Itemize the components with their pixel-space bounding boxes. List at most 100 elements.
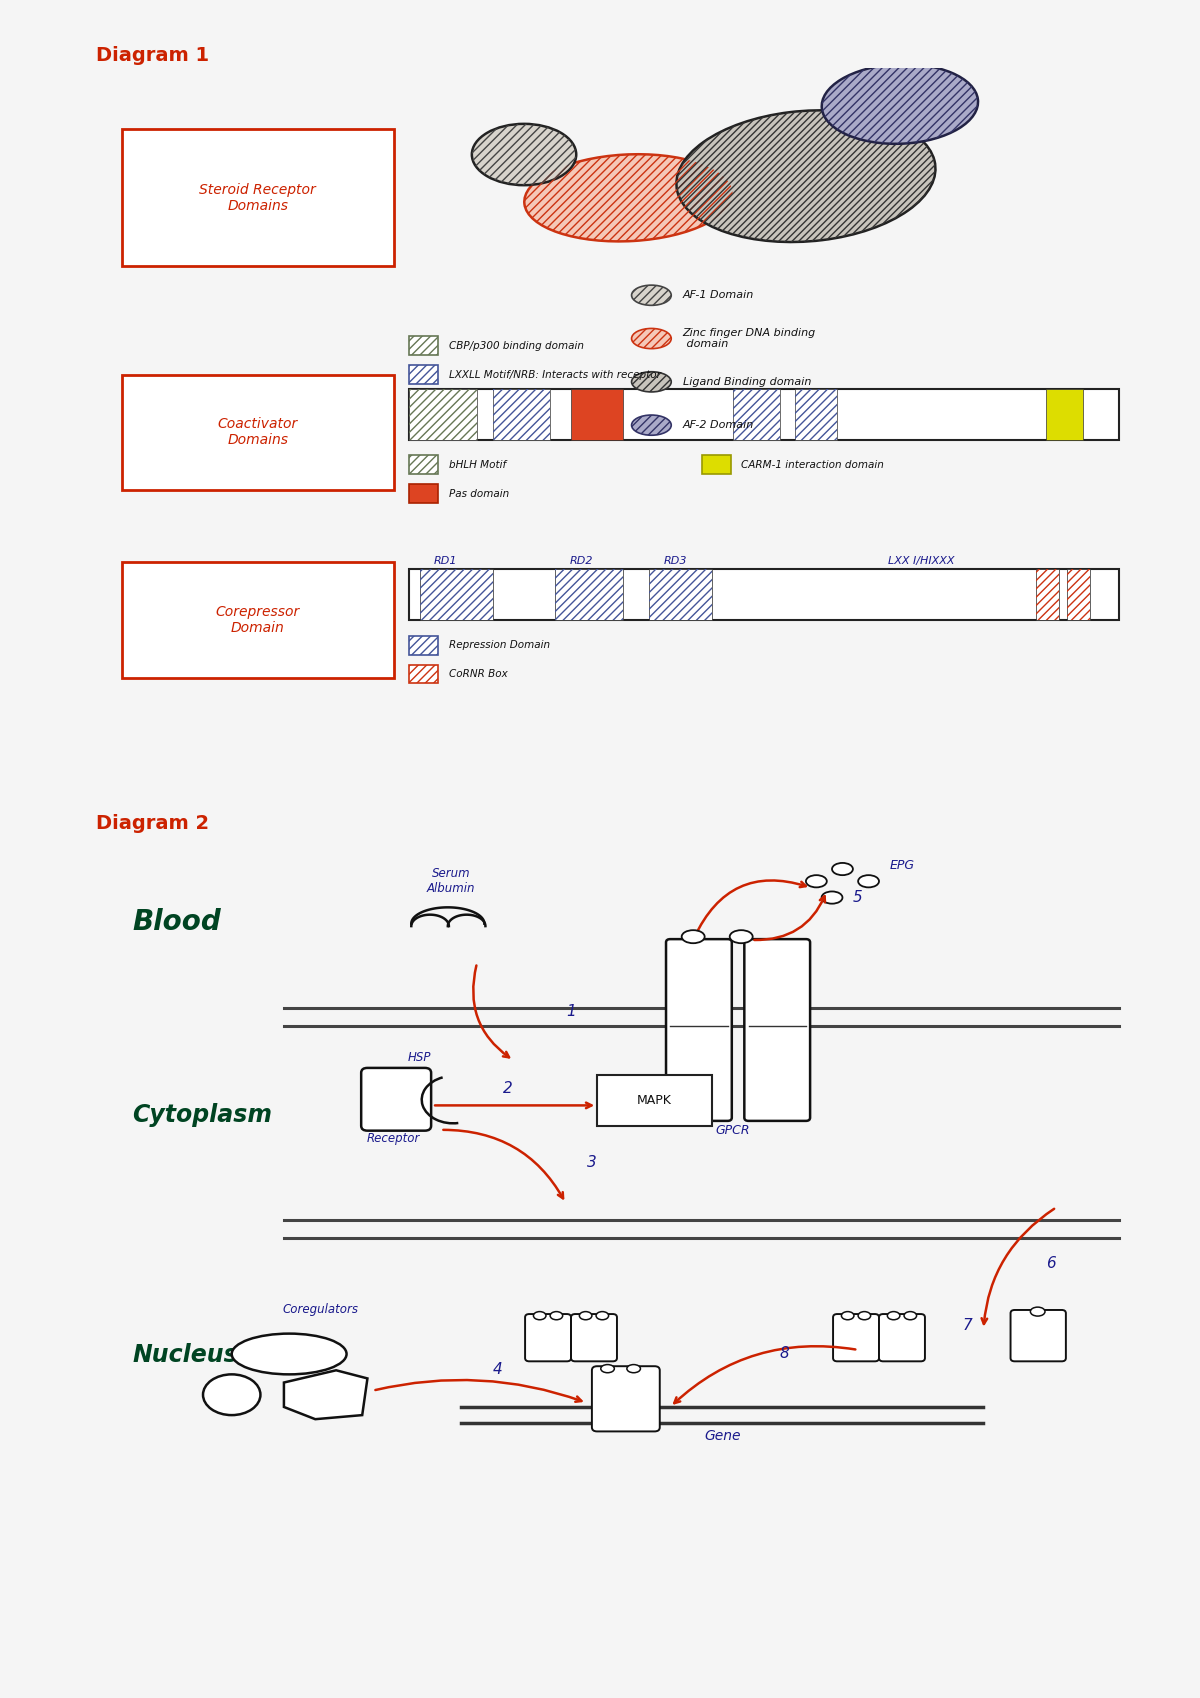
Bar [409, 455, 438, 474]
Text: LXX I/HIXXX: LXX I/HIXXX [888, 555, 954, 565]
Bar [409, 389, 478, 440]
Bar [409, 635, 438, 655]
Bar [409, 664, 438, 684]
Bar [409, 365, 438, 384]
Text: Coregulators: Coregulators [282, 1304, 359, 1316]
Ellipse shape [858, 874, 880, 888]
Text: Repression Domain: Repression Domain [449, 640, 550, 650]
Text: RD3: RD3 [664, 555, 688, 565]
Bar [649, 569, 712, 620]
Ellipse shape [832, 863, 853, 874]
Text: 5: 5 [853, 890, 863, 905]
FancyBboxPatch shape [598, 1075, 712, 1126]
Bar [702, 455, 731, 474]
Ellipse shape [596, 1311, 608, 1319]
FancyBboxPatch shape [122, 562, 394, 678]
Ellipse shape [472, 124, 576, 185]
Ellipse shape [232, 1333, 347, 1374]
Bar [409, 455, 438, 474]
Bar [556, 569, 623, 620]
FancyBboxPatch shape [361, 1068, 431, 1131]
Bar [1036, 569, 1058, 620]
Bar [409, 336, 438, 355]
Ellipse shape [730, 931, 752, 942]
Text: Ligand Binding domain: Ligand Binding domain [683, 377, 811, 387]
Text: Diagram 2: Diagram 2 [96, 813, 209, 832]
FancyBboxPatch shape [744, 939, 810, 1121]
Text: Corepressor
Domain: Corepressor Domain [216, 604, 300, 635]
Bar [733, 389, 780, 440]
Ellipse shape [887, 1311, 900, 1319]
Ellipse shape [631, 285, 671, 306]
Text: 3: 3 [587, 1155, 596, 1170]
Text: 6: 6 [1046, 1257, 1056, 1272]
Text: AF-1 Domain: AF-1 Domain [683, 290, 754, 301]
Ellipse shape [858, 1311, 871, 1319]
Text: Gene: Gene [704, 1428, 740, 1443]
Text: CARM-1 interaction domain: CARM-1 interaction domain [742, 460, 884, 470]
Text: Pas domain: Pas domain [449, 489, 509, 499]
Ellipse shape [631, 328, 671, 348]
Ellipse shape [550, 1311, 563, 1319]
Ellipse shape [631, 372, 671, 392]
Ellipse shape [601, 1365, 614, 1372]
Ellipse shape [806, 874, 827, 888]
Bar [556, 569, 623, 620]
Text: Blood: Blood [132, 908, 221, 936]
Ellipse shape [626, 1365, 641, 1372]
Text: Nucleus: Nucleus [132, 1343, 239, 1367]
Ellipse shape [631, 414, 671, 435]
Text: LXXLL Motif/NRB: Interacts with receptor: LXXLL Motif/NRB: Interacts with receptor [449, 370, 661, 380]
Text: Serum
Albumin: Serum Albumin [427, 868, 475, 895]
Ellipse shape [822, 65, 978, 144]
Text: 8: 8 [780, 1347, 790, 1362]
Ellipse shape [203, 1374, 260, 1414]
Text: Steroid Receptor
Domains: Steroid Receptor Domains [199, 183, 316, 212]
Bar [493, 389, 550, 440]
Bar [1067, 569, 1090, 620]
Bar [420, 569, 493, 620]
FancyBboxPatch shape [122, 129, 394, 267]
FancyBboxPatch shape [1010, 1309, 1066, 1362]
Text: RD2: RD2 [570, 555, 593, 565]
Text: AF-2 Domain: AF-2 Domain [683, 419, 754, 430]
Bar [409, 484, 438, 503]
Bar [409, 336, 438, 355]
Ellipse shape [822, 891, 842, 903]
Ellipse shape [524, 155, 732, 241]
Bar [409, 635, 438, 655]
FancyBboxPatch shape [122, 375, 394, 491]
Bar [493, 389, 550, 440]
Bar [1046, 389, 1082, 440]
Bar [571, 389, 623, 440]
Polygon shape [284, 1370, 367, 1420]
Bar [796, 389, 838, 440]
Bar [409, 365, 438, 384]
Text: Zinc finger DNA binding
 domain: Zinc finger DNA binding domain [683, 328, 816, 350]
Ellipse shape [580, 1311, 592, 1319]
Bar [409, 569, 1120, 620]
Bar [733, 389, 780, 440]
Text: Cytoplasm: Cytoplasm [132, 1102, 272, 1127]
Bar [409, 664, 438, 684]
Text: 7: 7 [962, 1318, 972, 1333]
Text: 4: 4 [493, 1362, 503, 1377]
Text: Receptor: Receptor [367, 1133, 420, 1144]
Text: EPG: EPG [889, 859, 914, 873]
FancyBboxPatch shape [592, 1367, 660, 1431]
FancyBboxPatch shape [666, 939, 732, 1121]
FancyBboxPatch shape [526, 1314, 571, 1362]
Bar [420, 569, 493, 620]
Text: HSP: HSP [408, 1051, 431, 1063]
Bar [649, 569, 712, 620]
Ellipse shape [841, 1311, 854, 1319]
Text: Diagram 1: Diagram 1 [96, 46, 209, 65]
Text: CBP/p300 binding domain: CBP/p300 binding domain [449, 341, 584, 351]
FancyBboxPatch shape [878, 1314, 925, 1362]
Ellipse shape [534, 1311, 546, 1319]
Bar [409, 389, 1120, 440]
FancyBboxPatch shape [571, 1314, 617, 1362]
Text: 1: 1 [566, 1004, 576, 1019]
Text: CoRNR Box: CoRNR Box [449, 669, 508, 679]
Ellipse shape [682, 931, 704, 942]
